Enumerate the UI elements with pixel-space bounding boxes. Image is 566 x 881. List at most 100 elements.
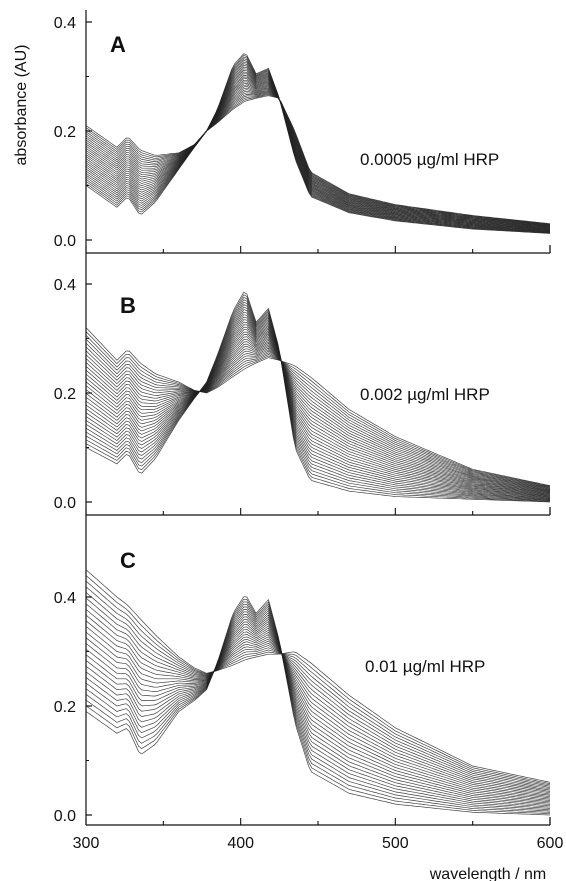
spectrum-line [85,601,551,813]
spectrum-line [85,75,551,230]
spectrum-line [85,58,551,233]
spectrum-line [85,94,551,225]
spectrum-line [85,626,551,796]
spectrum-line [85,70,551,231]
panels: 0.00.20.4A0.0005 µg/ml HRP0.00.20.4B0.00… [54,10,564,852]
spectrum-line [85,575,551,784]
spectrum-line [85,309,551,499]
spectrum-line [85,342,551,491]
spectrum-line [85,65,551,232]
spectrum-line [85,83,551,228]
spectrum-line [85,331,551,494]
spectrum-line [85,71,551,231]
spectrum-line [85,319,551,497]
panel-c: 0.0 0.2 0.4 300 400 500 600 C 0.01 µg/ml HRP [54,515,564,852]
spectrum-line [85,66,551,232]
spectrum-line [85,596,551,816]
spectrum-line [85,334,551,494]
y-tick-label: 0.2 [54,699,76,716]
spectrum-line [85,59,551,233]
spectrum-line [85,84,551,228]
spectrum-line [85,598,551,815]
y-tick-label: 0.2 [54,386,76,403]
spectrum-line [85,90,551,226]
spectrum-line [85,86,551,228]
spectrum-line [85,324,551,496]
spectrum-line [85,304,551,500]
y-tick-label: 0.0 [54,808,76,825]
spectrum-line [85,326,551,495]
spectrum-line [85,68,551,231]
spectrum-line [85,346,551,490]
spectrum-line [85,81,551,229]
spectrum-line [85,569,551,783]
x-tick-label: 600 [537,835,564,852]
spectrum-line [85,329,551,495]
spectrum-line [85,95,551,225]
spectrum-line [85,603,551,812]
spectrum-line [85,580,551,786]
spectrum-line [85,311,551,499]
spectrum-line [85,294,551,502]
spectrum-line [85,603,551,791]
spectrum-line [85,629,551,798]
panel-b: 0.0 0.2 0.4 B 0.002 µg/ml HRP [54,253,551,516]
spectrum-line [85,606,551,811]
y-tick-label: 0.4 [54,277,76,294]
spectrum-line [85,616,551,805]
panel-letter: B [120,293,136,318]
spectrum-line [85,76,551,230]
y-axis-title: absorbance (AU) [13,45,30,166]
spectrum-line [85,89,551,227]
concentration-label: 0.002 µg/ml HRP [360,385,490,404]
spectrum-line [85,88,551,227]
spectrum-line [85,54,551,234]
spectrum-line [85,93,551,225]
panel-letter: A [110,32,126,57]
spectrum-line [85,321,551,497]
spectrum-line [85,336,551,493]
spectrum-line [85,56,551,234]
spectrum-line [85,614,551,794]
spectrum-line [85,347,551,490]
spectrum-line [85,306,551,500]
x-tick-label: 300 [73,835,100,852]
y-tick-label: 0.0 [54,495,76,512]
spectrum-line [85,623,551,801]
spectrum-line [85,331,551,487]
spectrum-line [85,301,551,501]
spectrum-line [85,338,551,493]
spectrum-line [85,78,551,229]
spectrum-line [85,73,551,230]
spectrum-line [85,586,551,787]
spectrum-line [85,299,551,501]
spectrum-line [85,91,551,226]
y-tick-label: 0.2 [54,124,76,141]
panel-a: 0.0 0.2 0.4 A 0.0005 µg/ml HRP [54,10,551,254]
spectrum-line [85,61,551,233]
y-tick-label: 0.0 [54,233,76,250]
spectrum-line [85,344,551,491]
spectrum-line [85,316,551,498]
spectrum-line [85,79,551,229]
y-tick-label: 0.4 [54,590,76,607]
spectrum-line [85,609,551,809]
x-tick-label: 500 [382,835,409,852]
spectrum-line [85,620,551,803]
y-tick-label: 0.4 [54,15,76,32]
spectrum-line [85,296,551,502]
spectrum-line [85,346,551,489]
spectrum-line [85,338,551,488]
spectrum-line [85,92,551,226]
spectrum-line [85,327,551,486]
spectrum-line [85,314,551,498]
spectrum-line [85,625,551,800]
spectrum-line [85,611,551,808]
spectrum-line [85,341,551,492]
spectrum-line [85,609,551,792]
spectrum-line [85,63,551,232]
spectrum-line [85,291,551,503]
panel-letter: C [120,548,136,573]
spectrum-line [85,53,551,234]
